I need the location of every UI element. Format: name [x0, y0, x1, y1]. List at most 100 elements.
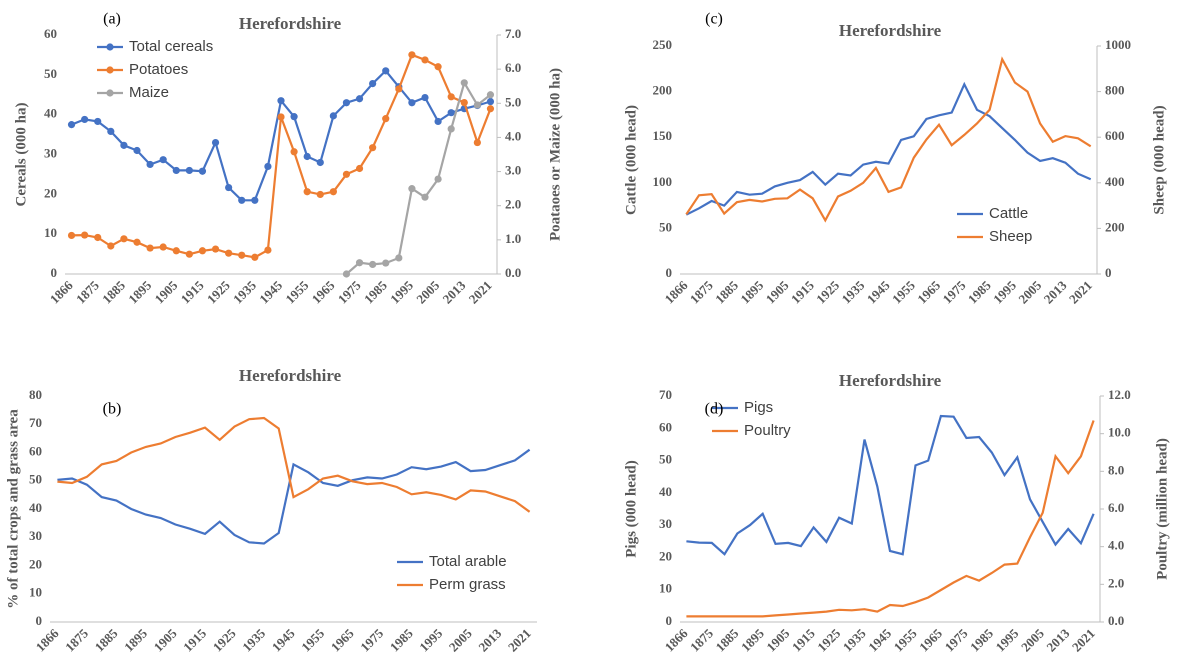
series-line	[57, 448, 531, 545]
y-tick-label: 40	[44, 106, 57, 121]
x-tick-label: 1945	[865, 625, 894, 654]
x-tick-label: 1975	[357, 625, 386, 654]
series-line	[345, 80, 492, 275]
y2-tick-label: 8.0	[1108, 462, 1124, 477]
x-tick-label: 1905	[763, 277, 792, 306]
data-point	[251, 196, 259, 204]
y-tick-label: 0	[51, 265, 58, 280]
y2-axis-title: Sheep (000 head)	[1151, 105, 1167, 214]
y-axis-title: Cereals (000 ha)	[13, 103, 29, 207]
x-tick-label: 1965	[328, 625, 357, 654]
x-tick-label: 2005	[1015, 277, 1044, 306]
y-tick-label: 100	[653, 174, 673, 189]
legend-label: Perm grass	[429, 576, 506, 593]
data-point	[146, 244, 154, 252]
data-point	[447, 109, 455, 117]
panel-label: (d)	[705, 401, 724, 418]
legend-marker	[106, 89, 114, 97]
data-point	[342, 99, 351, 107]
data-point	[238, 196, 246, 204]
x-tick-label: 1915	[788, 277, 817, 306]
y2-tick-label: 200	[1105, 219, 1125, 234]
data-point	[277, 97, 285, 105]
y-tick-label: 40	[29, 500, 42, 515]
y2-tick-label: 0.0	[1108, 613, 1124, 628]
legend-marker	[106, 43, 114, 51]
y2-tick-label: 600	[1105, 128, 1125, 143]
data-point	[355, 259, 364, 267]
x-tick-label: 1935	[840, 625, 869, 654]
panel-label: (c)	[705, 11, 723, 28]
y-tick-label: 60	[44, 26, 57, 41]
data-point	[159, 156, 167, 164]
y2-tick-label: 7.0	[505, 26, 521, 41]
legend-label: Pigs	[744, 399, 773, 416]
y2-tick-label: 0	[1105, 265, 1112, 280]
data-point	[447, 125, 455, 133]
x-tick-label: 1915	[789, 625, 818, 654]
data-point	[460, 99, 468, 107]
data-point	[434, 117, 442, 126]
data-point	[342, 270, 351, 278]
legend-label: Total cereals	[129, 38, 213, 55]
y2-tick-label: 4.0	[505, 128, 521, 143]
x-tick-label: 1965	[916, 625, 945, 654]
x-tick-label: 1885	[713, 625, 742, 654]
x-tick-label: 2021	[466, 278, 495, 307]
x-tick-label: 1866	[33, 625, 62, 654]
data-point	[238, 251, 246, 259]
data-point	[107, 242, 115, 250]
x-tick-label: 1935	[230, 277, 259, 306]
data-point	[473, 101, 481, 109]
y2-tick-label: 2.0	[1108, 575, 1124, 590]
x-tick-label: 1975	[940, 277, 969, 306]
y-tick-label: 20	[29, 556, 42, 571]
data-point	[107, 127, 115, 135]
y-tick-label: 0	[36, 613, 43, 628]
x-tick-label: 1866	[662, 625, 691, 654]
x-tick-label: 1955	[891, 625, 920, 654]
series-line	[686, 414, 1095, 556]
x-tick-label: 1995	[993, 625, 1022, 654]
data-point	[408, 51, 416, 59]
data-point	[94, 117, 102, 126]
x-tick-label: 1866	[47, 277, 76, 306]
data-point	[460, 79, 468, 87]
y-tick-label: 0	[666, 265, 673, 280]
data-point	[303, 152, 311, 161]
x-tick-label: 1935	[838, 277, 867, 306]
x-tick-label: 1965	[309, 277, 338, 306]
data-point	[94, 233, 102, 242]
y2-tick-label: 1.0	[505, 231, 521, 246]
x-tick-label: 1875	[62, 625, 91, 654]
y-tick-label: 10	[44, 225, 57, 240]
legend-label: Sheep	[989, 228, 1032, 245]
data-point	[342, 170, 351, 178]
series-line	[57, 416, 531, 513]
y-tick-label: 50	[44, 66, 57, 81]
x-tick-label: 1885	[92, 625, 121, 654]
x-tick-label: 1945	[269, 625, 298, 654]
x-tick-label: 2021	[1066, 278, 1095, 307]
x-tick-label: 1866	[662, 277, 691, 306]
data-point	[225, 183, 233, 192]
data-point	[159, 243, 167, 251]
data-point	[486, 105, 495, 113]
data-point	[316, 158, 324, 167]
y-tick-label: 0	[666, 613, 673, 628]
y-tick-label: 200	[653, 83, 673, 98]
y-tick-label: 70	[659, 387, 672, 402]
data-point	[225, 249, 233, 257]
y-tick-label: 60	[29, 443, 42, 458]
data-point	[408, 185, 416, 193]
data-point	[329, 112, 337, 120]
y2-tick-label: 2.0	[505, 197, 521, 212]
x-tick-label: 1895	[737, 277, 766, 306]
x-tick-label: 1965	[914, 277, 943, 306]
x-tick-label: 1945	[256, 277, 285, 306]
x-tick-label: 1955	[282, 277, 311, 306]
y-tick-label: 80	[29, 387, 42, 402]
y2-tick-label: 5.0	[505, 94, 521, 109]
data-point	[408, 99, 416, 107]
